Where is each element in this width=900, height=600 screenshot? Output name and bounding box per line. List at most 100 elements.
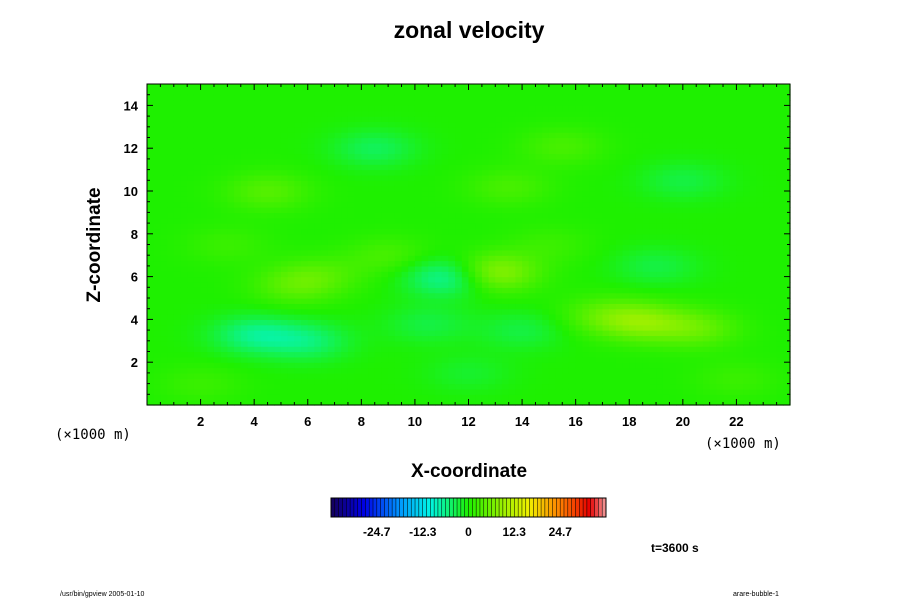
- heat-cell: [321, 121, 329, 128]
- heat-cell: [347, 89, 356, 96]
- heat-cell: [307, 110, 316, 117]
- heat-cell: [240, 255, 249, 262]
- heat-cell: [193, 319, 202, 326]
- heat-cell: [394, 94, 403, 101]
- heat-cell: [207, 180, 215, 187]
- heat-cell: [495, 110, 503, 117]
- heat-cell: [200, 351, 208, 358]
- heat-cell: [301, 367, 309, 374]
- heat-cell: [656, 185, 664, 192]
- heat-cell: [475, 260, 483, 267]
- heat-cell: [173, 255, 182, 262]
- heat-cell: [388, 265, 396, 272]
- heat-cell: [200, 330, 208, 337]
- heat-cell: [327, 249, 336, 256]
- heat-cell: [254, 356, 262, 363]
- heat-cell: [635, 303, 644, 310]
- heat-cell: [589, 388, 597, 395]
- heat-cell: [495, 207, 503, 213]
- heat-cell: [475, 153, 483, 160]
- heat-cell: [254, 303, 262, 310]
- heat-cell: [495, 164, 503, 171]
- heat-cell: [354, 239, 362, 246]
- heat-cell: [254, 212, 262, 219]
- heat-cell: [220, 351, 228, 358]
- heat-cell: [301, 233, 309, 240]
- heat-cell: [535, 308, 543, 315]
- heat-cell: [535, 223, 543, 230]
- heat-cell: [488, 362, 496, 369]
- heat-cell: [207, 148, 215, 155]
- heat-cell: [542, 196, 550, 203]
- heat-cell: [227, 388, 235, 395]
- heat-cell: [475, 356, 483, 363]
- heat-cell: [575, 233, 583, 240]
- heat-cell: [374, 148, 383, 155]
- heat-cell: [696, 249, 704, 256]
- heat-cell: [542, 308, 550, 315]
- heat-cell: [575, 260, 583, 267]
- heat-cell: [167, 212, 175, 219]
- heat-cell: [227, 378, 235, 385]
- heat-cell: [562, 249, 570, 256]
- heat-cell: [589, 271, 597, 278]
- heat-cell: [622, 217, 630, 224]
- heat-cell: [294, 212, 302, 219]
- heat-cell: [589, 298, 597, 304]
- heat-cell: [354, 153, 362, 160]
- heat-cell: [428, 137, 436, 144]
- heat-cell: [368, 372, 376, 379]
- heat-cell: [274, 362, 282, 369]
- heat-cell: [354, 292, 362, 299]
- heat-cell: [555, 89, 563, 96]
- heat-cell: [602, 362, 610, 369]
- heat-cell: [589, 132, 597, 139]
- heat-cell: [555, 158, 563, 165]
- heat-cell: [341, 298, 349, 304]
- heat-cell: [642, 142, 650, 149]
- heat-cell: [147, 148, 155, 155]
- heat-cell: [455, 84, 463, 90]
- heat-cell: [635, 255, 644, 262]
- heat-cell: [582, 84, 590, 90]
- heat-cell: [635, 223, 644, 230]
- heat-cell: [287, 196, 295, 203]
- heat-cell: [455, 174, 463, 181]
- heat-cell: [488, 281, 496, 288]
- heat-cell: [280, 244, 289, 251]
- heat-cell: [374, 265, 383, 272]
- heat-cell: [421, 233, 429, 240]
- heat-cell: [213, 255, 222, 262]
- heat-cell: [542, 84, 550, 90]
- heat-cell: [374, 399, 383, 406]
- heat-cell: [414, 324, 423, 331]
- heat-cell: [347, 126, 356, 133]
- heat-cell: [381, 249, 389, 256]
- heat-cell: [227, 383, 235, 390]
- heat-cell: [200, 303, 208, 310]
- heat-cell: [368, 110, 376, 117]
- heat-cell: [200, 244, 208, 251]
- heat-cell: [475, 346, 483, 353]
- heat-cell: [354, 303, 362, 310]
- heat-cell: [589, 94, 597, 101]
- heat-cell: [341, 394, 349, 401]
- heat-cell: [314, 356, 322, 363]
- heat-cell: [314, 249, 322, 256]
- heat-cell: [495, 303, 503, 310]
- heat-cell: [642, 314, 650, 320]
- heat-cell: [689, 378, 697, 385]
- heat-cell: [220, 388, 228, 395]
- heat-cell: [314, 276, 322, 283]
- heat-cell: [368, 287, 376, 294]
- heat-cell: [461, 196, 470, 203]
- heat-cell: [428, 94, 436, 101]
- heat-cell: [582, 324, 590, 331]
- heat-cell: [468, 100, 476, 106]
- heat-cell: [468, 314, 476, 320]
- heat-cell: [662, 372, 671, 379]
- heat-cell: [394, 212, 403, 219]
- heat-cell: [669, 174, 677, 181]
- heat-cell: [656, 351, 664, 358]
- heat-cell: [435, 351, 443, 358]
